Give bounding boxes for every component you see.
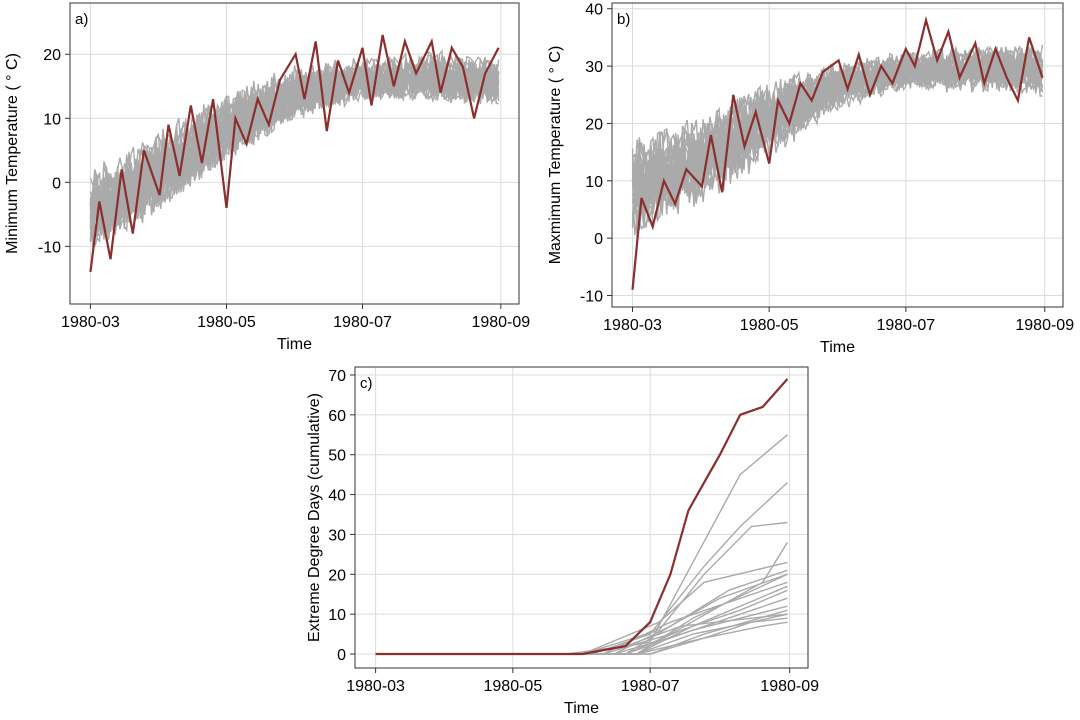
ensemble-member-line (89, 67, 499, 247)
x-axis-label: Time (564, 700, 599, 717)
y-axis-label: Extreme Degree Days (cumulative) (306, 393, 323, 642)
ensemble-member-line (375, 605, 788, 655)
plot-frame (611, 2, 1064, 308)
x-tick-label: 1980-09 (471, 314, 530, 331)
y-tick-label: 20 (585, 116, 603, 133)
y-tick-label: 50 (328, 448, 346, 465)
y-tick-label: 10 (585, 174, 603, 191)
y-tick-label: 40 (585, 2, 603, 19)
x-tick-label: 1980-03 (61, 314, 120, 331)
plot-frame (69, 2, 520, 305)
y-tick-label: 20 (43, 47, 61, 64)
panel-a-min-temperature: 1980-03 1980-05 1980-07 1980-09 -10 0 10 20 a) Ti… (4, 2, 530, 353)
x-tick-label: 1980-07 (333, 314, 392, 331)
ensemble-member-line (89, 64, 500, 226)
ensemble-member-line (375, 609, 788, 655)
ensemble-member-line (631, 59, 1044, 229)
x-tick-label: 1980-03 (346, 678, 405, 695)
y-axis-label: Minimum Temperature ( ° C) (4, 53, 21, 254)
panel-label: c) (360, 375, 373, 392)
ensemble-member-line (375, 542, 788, 655)
y-tick-label: -10 (38, 239, 61, 256)
panel-c-extreme-degree-days: 1980-03 1980-05 1980-07 1980-09 0 10 20 30 40 50 6… (306, 366, 819, 717)
ensemble-member-line (89, 69, 500, 240)
panel-label: b) (617, 11, 630, 28)
y-tick-label: 70 (328, 368, 346, 385)
ensemble-member-line (375, 617, 788, 655)
x-tick-label: 1980-05 (197, 314, 256, 331)
y-tick-label: 40 (328, 488, 346, 505)
plot-frame (354, 366, 809, 669)
ensemble-member-line (375, 597, 788, 655)
y-tick-label: 10 (328, 607, 346, 624)
highlight-series-line (375, 378, 789, 656)
y-tick-label: -10 (580, 289, 603, 306)
panel-label: a) (75, 11, 88, 28)
x-tick-label: 1980-07 (876, 317, 935, 334)
x-axis-label: Time (820, 339, 855, 356)
x-tick-label: 1980-07 (621, 678, 680, 695)
y-tick-label: 30 (585, 59, 603, 76)
y-tick-label: 0 (337, 647, 346, 664)
y-tick-label: 20 (328, 567, 346, 584)
ensemble-member-line (89, 48, 500, 209)
x-tick-label: 1980-05 (740, 317, 799, 334)
x-tick-label: 1980-05 (484, 678, 543, 695)
x-tick-label: 1980-09 (1015, 317, 1074, 334)
ensemble-member-line (375, 561, 788, 655)
y-tick-label: 60 (328, 408, 346, 425)
y-tick-label: 0 (52, 175, 61, 192)
highlight-series-line (89, 34, 500, 273)
ensemble-member-line (89, 68, 500, 248)
highlight-series-line (631, 15, 1044, 290)
y-tick-label: 30 (328, 527, 346, 544)
ensemble-member-line (631, 66, 1043, 239)
y-tick-label: 0 (594, 231, 603, 248)
y-tick-label: 10 (43, 111, 61, 128)
x-tick-label: 1980-09 (760, 678, 819, 695)
y-axis-label: Maxmimum Temperature ( ° C) (547, 46, 564, 265)
panel-b-max-temperature: 1980-03 1980-05 1980-07 1980-09 -10 0 10 20 30 40… (547, 2, 1074, 356)
x-axis-label: Time (277, 336, 312, 353)
x-tick-label: 1980-03 (603, 317, 662, 334)
